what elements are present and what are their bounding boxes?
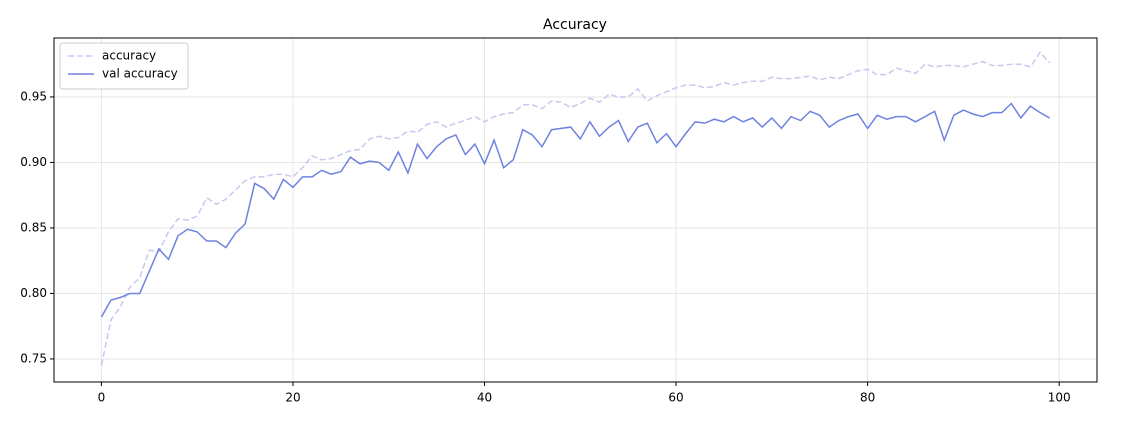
x-tick-label: 80: [860, 391, 875, 405]
legend-label: accuracy: [102, 49, 156, 63]
x-tick-label: 100: [1048, 391, 1071, 405]
data-line: [100, 51, 1051, 366]
y-tick-label: 0.75: [20, 351, 47, 365]
x-tick-label: 40: [477, 391, 492, 405]
data-line: [100, 102, 1050, 318]
y-tick-label: 0.80: [20, 286, 47, 300]
legend-label: val accuracy: [102, 67, 178, 81]
x-tick-label: 60: [668, 391, 683, 405]
plot-frame: [53, 37, 1098, 383]
legend-box: [59, 42, 189, 90]
chart-title: Accuracy: [543, 17, 607, 33]
y-tick-label: 0.95: [20, 89, 47, 103]
x-tick-label: 20: [285, 391, 300, 405]
y-tick-label: 0.85: [20, 220, 47, 234]
y-tick-label: 0.90: [20, 155, 47, 169]
x-tick-label: 0: [98, 391, 106, 405]
